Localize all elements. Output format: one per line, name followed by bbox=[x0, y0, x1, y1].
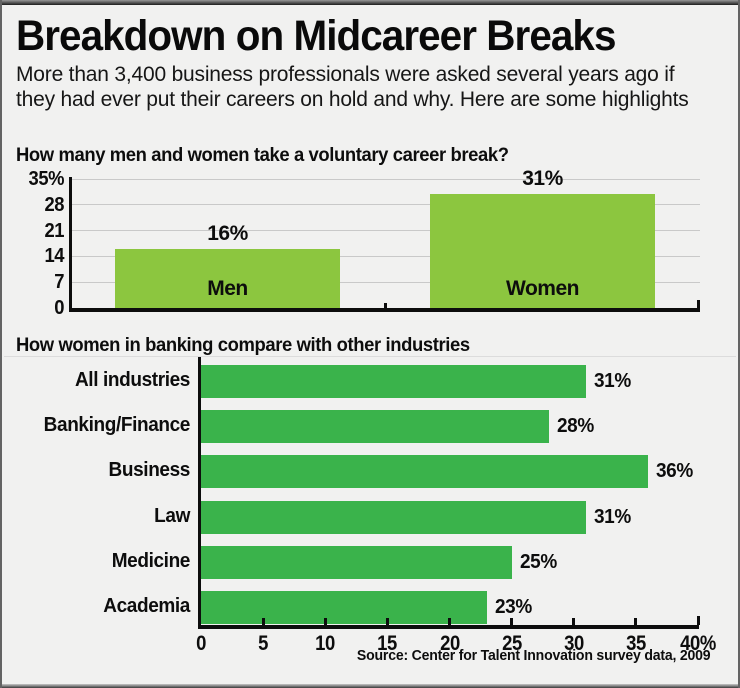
gridline-y bbox=[72, 281, 700, 283]
bar-value-label: 31% bbox=[594, 506, 631, 528]
bar-medicine bbox=[201, 546, 512, 579]
x-tick-label: 0 bbox=[196, 632, 206, 655]
bar-value-label: 23% bbox=[495, 596, 532, 618]
x-tick-label: 10 bbox=[315, 632, 336, 655]
y-tick-label: 14 bbox=[44, 245, 64, 268]
y-axis-line bbox=[69, 177, 72, 312]
y-tick-label: 0 bbox=[54, 297, 64, 319]
gridline-y bbox=[72, 255, 700, 257]
bar-value-label: 31% bbox=[522, 167, 563, 190]
page-title: Breakdown on Midcareer Breaks bbox=[16, 12, 616, 60]
bar-category-label: Men bbox=[207, 277, 248, 300]
axis-tick bbox=[696, 616, 700, 625]
bar-value-label: 31% bbox=[594, 370, 631, 392]
bar-value-label: 36% bbox=[656, 460, 693, 482]
bar-banking-finance bbox=[201, 410, 549, 443]
row-label: All industries bbox=[74, 369, 190, 391]
x-tick-label: 40% bbox=[680, 632, 716, 655]
intro-text: More than 3,400 business professionals w… bbox=[16, 63, 689, 111]
bar-value-label: 28% bbox=[557, 415, 594, 437]
y-axis-line bbox=[198, 357, 201, 629]
axis-end-tick bbox=[697, 300, 700, 308]
bar-law bbox=[201, 501, 586, 534]
gridline-y bbox=[72, 178, 700, 180]
y-tick-label: 35% bbox=[28, 168, 65, 190]
source-note: Source: Center for Talent Innovation sur… bbox=[356, 648, 710, 664]
row-label: Medicine bbox=[111, 550, 191, 572]
chart1-title: How many men and women take a voluntary … bbox=[16, 145, 509, 166]
axis-tick bbox=[572, 618, 576, 625]
axis-tick bbox=[510, 618, 514, 625]
bar-men bbox=[115, 249, 340, 308]
row-label: Academia bbox=[103, 595, 190, 617]
bar-value-label: 16% bbox=[207, 222, 248, 245]
industries-bar-chart: All industries 31% Banking/Finance 28% Busin… bbox=[44, 357, 716, 655]
top-edge-bar bbox=[2, 0, 738, 5]
x-tick-label: 30 bbox=[563, 632, 584, 655]
men-women-bar-chart: 35% 28 21 14 7 0 16% Men 31% Women bbox=[29, 167, 700, 319]
y-tick-label: 28 bbox=[44, 193, 64, 216]
row-label: Banking/Finance bbox=[43, 414, 191, 436]
bar-category-label: Women bbox=[506, 277, 579, 300]
axis-tick bbox=[323, 618, 327, 625]
x-tick-label: 5 bbox=[258, 632, 269, 655]
bar-business bbox=[201, 455, 648, 488]
x-tick-label: 15 bbox=[377, 632, 398, 655]
x-axis-line bbox=[69, 308, 700, 312]
bar-all-industries bbox=[201, 365, 586, 398]
gridline-y bbox=[72, 230, 700, 232]
bottom-edge-bar bbox=[2, 684, 738, 688]
axis-tick bbox=[634, 618, 638, 625]
x-tick-label: 35 bbox=[626, 632, 646, 655]
axis-tick bbox=[261, 618, 265, 625]
divider-rule bbox=[4, 356, 736, 357]
axis-mid-tick bbox=[384, 303, 387, 308]
chart2-title: How women in banking compare with other … bbox=[16, 335, 470, 356]
gridline-y bbox=[72, 204, 700, 206]
y-tick-label: 21 bbox=[44, 219, 64, 242]
y-tick-label: 7 bbox=[54, 271, 64, 294]
x-tick-label: 25 bbox=[501, 632, 522, 655]
axis-tick bbox=[448, 618, 451, 625]
bar-academia bbox=[201, 591, 487, 624]
x-tick-label: 20 bbox=[439, 632, 460, 655]
row-label: Law bbox=[154, 505, 190, 527]
x-axis-line bbox=[198, 625, 699, 629]
row-label: Business bbox=[108, 459, 191, 481]
axis-tick bbox=[385, 618, 389, 625]
bar-value-label: 25% bbox=[520, 551, 557, 573]
bar-women bbox=[430, 194, 655, 308]
